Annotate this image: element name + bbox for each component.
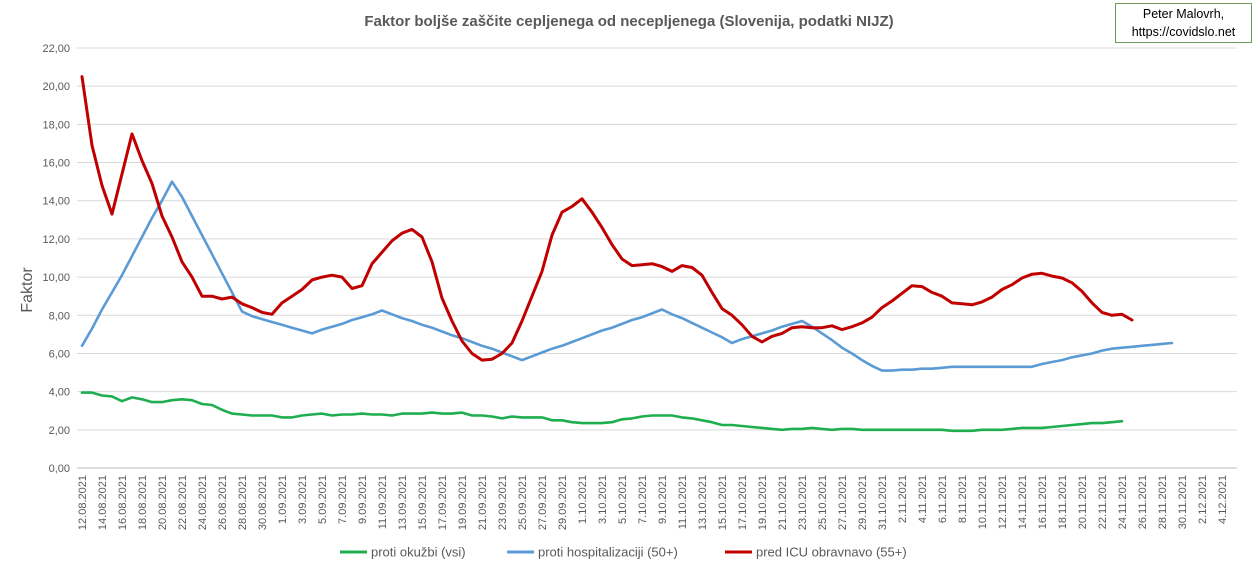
x-tick-label: 10.11.2021 — [977, 475, 989, 529]
credit-url: https://covidslo.net — [1131, 25, 1236, 39]
x-tick-label: 14.11.2021 — [1017, 475, 1029, 529]
y-tick-label: 4,00 — [49, 387, 70, 399]
x-tick-label: 7.10.2021 — [637, 475, 649, 524]
legend-entry: pred ICU obravnavo (55+) — [756, 545, 907, 560]
x-tick-label: 15.10.2021 — [717, 475, 729, 530]
chart-title: Faktor boljše zaščite cepljenega od nece… — [364, 13, 893, 30]
x-tick-label: 1.09.2021 — [277, 475, 289, 524]
y-tick-label: 12,00 — [42, 234, 70, 246]
x-tick-label: 11.10.2021 — [677, 475, 689, 529]
x-tick-label: 14.08.2021 — [97, 475, 109, 530]
x-tick-label: 16.08.2021 — [117, 475, 129, 530]
x-tick-label: 19.10.2021 — [757, 475, 769, 530]
x-tick-label: 22.11.2021 — [1097, 475, 1109, 529]
x-tick-label: 5.09.2021 — [317, 475, 329, 524]
x-tick-label: 3.09.2021 — [297, 475, 309, 524]
x-tick-label: 26.11.2021 — [1137, 475, 1149, 529]
x-tick-label: 8.11.2021 — [957, 475, 969, 523]
x-tick-label: 27.10.2021 — [837, 475, 849, 530]
x-tick-label: 29.10.2021 — [857, 475, 869, 530]
series-line — [80, 180, 1174, 372]
x-tick-label: 22.08.2021 — [177, 475, 189, 530]
y-tick-label: 0,00 — [49, 463, 70, 475]
x-tick-label: 17.10.2021 — [737, 475, 749, 530]
x-tick-label: 23.09.2021 — [497, 475, 509, 530]
x-tick-label: 18.08.2021 — [137, 475, 149, 530]
x-tick-label: 28.11.2021 — [1157, 475, 1169, 529]
x-tick-labels: 12.08.2021 14.08.2021 16.08.2021 18.08.2021… — [77, 475, 1229, 530]
y-tick-labels: 0,00 2,00 4,00 6,00 8,00 10,00 12,00 14,00 16,00… — [42, 43, 70, 475]
x-tick-label: 21.09.2021 — [477, 475, 489, 530]
x-tick-label: 20.11.2021 — [1077, 475, 1089, 529]
y-axis-label: Faktor — [19, 267, 36, 313]
x-tick-label: 9.09.2021 — [357, 475, 369, 524]
x-tick-label: 29.09.2021 — [557, 475, 569, 530]
x-tick-label: 1.10.2021 — [577, 475, 589, 524]
x-tick-label: 28.08.2021 — [237, 475, 249, 530]
y-tick-label: 16,00 — [42, 158, 70, 170]
x-tick-label: 15.09.2021 — [417, 475, 429, 530]
x-tick-label: 16.11.2021 — [1037, 475, 1049, 529]
x-tick-label: 31.10.2021 — [877, 475, 889, 530]
x-tick-label: 25.09.2021 — [517, 475, 529, 530]
x-tick-label: 12.11.2021 — [997, 475, 1009, 529]
x-tick-label: 3.10.2021 — [597, 475, 609, 524]
x-tick-label: 30.11.2021 — [1177, 475, 1189, 529]
x-tick-label: 21.10.2021 — [777, 475, 789, 530]
series-line — [80, 391, 1124, 433]
x-tick-label: 2.12.2021 — [1197, 475, 1209, 524]
x-tick-label: 12.08.2021 — [77, 475, 89, 530]
x-tick-label: 24.11.2021 — [1117, 475, 1129, 529]
credit-box: Peter Malovrh, https://covidslo.net — [1115, 3, 1252, 43]
y-tick-label: 14,00 — [42, 196, 70, 208]
y-tick-label: 8,00 — [49, 310, 70, 322]
x-tick-label: 7.09.2021 — [337, 475, 349, 524]
x-tick-label: 17.09.2021 — [437, 475, 449, 530]
x-tick-label: 4.11.2021 — [917, 475, 929, 523]
series-lines — [80, 75, 1174, 433]
x-tick-label: 13.09.2021 — [397, 475, 409, 530]
x-tick-label: 19.09.2021 — [457, 475, 469, 530]
credit-author: Peter Malovrh, — [1142, 7, 1225, 21]
x-tick-label: 26.08.2021 — [217, 475, 229, 530]
legend-entry: proti okužbi (vsi) — [371, 545, 466, 560]
x-tick-label: 9.10.2021 — [657, 475, 669, 524]
x-tick-label: 27.09.2021 — [537, 475, 549, 530]
y-tick-label: 10,00 — [42, 272, 70, 284]
x-tick-label: 4.12.2021 — [1217, 475, 1229, 524]
legend-entry: proti hospitalizaciji (50+) — [538, 545, 678, 560]
x-tick-label: 5.10.2021 — [617, 475, 629, 524]
x-tick-label: 13.10.2021 — [697, 475, 709, 530]
y-tick-label: 22,00 — [42, 43, 70, 55]
x-tick-label: 30.08.2021 — [257, 475, 269, 530]
series-line — [80, 75, 1134, 362]
x-tick-label: 23.10.2021 — [797, 475, 809, 530]
x-tick-label: 24.08.2021 — [197, 475, 209, 530]
y-tick-label: 18,00 — [42, 119, 70, 131]
x-tick-label: 18.11.2021 — [1057, 475, 1069, 529]
y-tick-label: 2,00 — [49, 425, 70, 437]
legend: proti okužbi (vsi) proti hospitalizaciji … — [340, 545, 907, 560]
x-tick-label: 25.10.2021 — [817, 475, 829, 530]
gridlines — [77, 47, 1237, 469]
y-tick-label: 6,00 — [49, 348, 70, 360]
x-tick-label: 11.09.2021 — [377, 475, 389, 529]
x-tick-label: 2.11.2021 — [897, 475, 909, 523]
y-tick-label: 20,00 — [42, 81, 70, 93]
x-tick-label: 6.11.2021 — [937, 475, 949, 523]
x-tick-label: 20.08.2021 — [157, 475, 169, 530]
